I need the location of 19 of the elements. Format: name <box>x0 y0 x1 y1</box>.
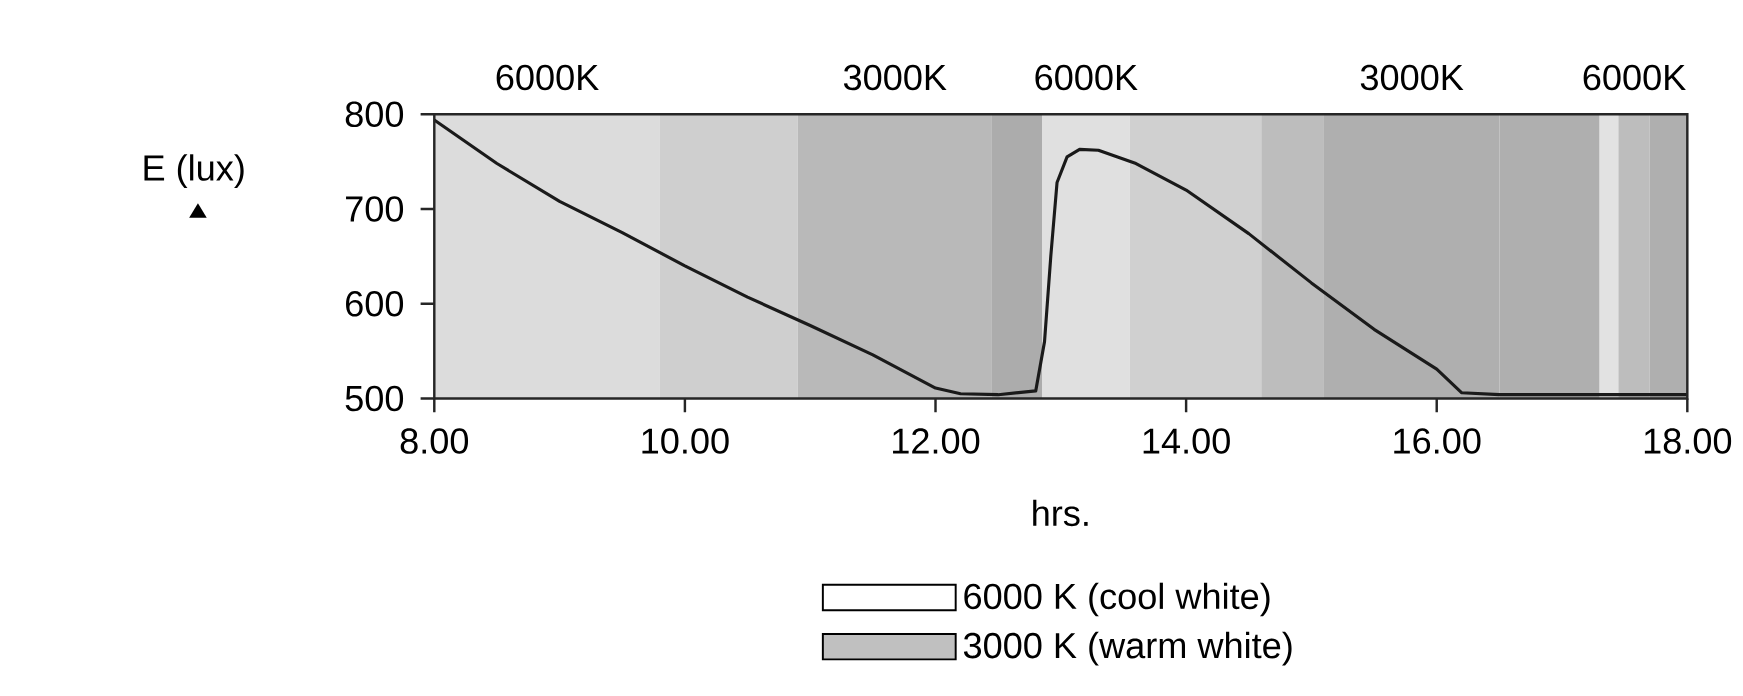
x-tick-label: 12.00 <box>893 428 980 454</box>
y-tick-label: 800 <box>345 101 404 127</box>
band-label: 6000K <box>496 64 599 91</box>
legend-label: 3000 K (warm white) <box>963 631 1292 666</box>
y-tick-label: 700 <box>346 196 404 222</box>
band-label: 3000K <box>843 64 947 91</box>
band-label: 6000K <box>1583 64 1686 91</box>
y-tick-label: 600 <box>346 290 404 317</box>
x-tick-label: 18.00 <box>1644 428 1732 454</box>
band-label: 3000K <box>1360 64 1464 91</box>
y-tick-label: 500 <box>345 385 404 412</box>
x-tick-label: 14.00 <box>1143 428 1230 454</box>
x-axis-title: hrs. <box>1033 499 1088 527</box>
x-tick-label: 10.00 <box>642 428 729 454</box>
y-axis-title: E (lux) <box>144 154 244 188</box>
legend-label: 6000 K (cool white) <box>964 582 1270 617</box>
band-label: 6000K <box>1035 64 1138 91</box>
x-tick-label: 8.00 <box>400 428 469 454</box>
x-tick-label: 16.00 <box>1394 428 1481 454</box>
